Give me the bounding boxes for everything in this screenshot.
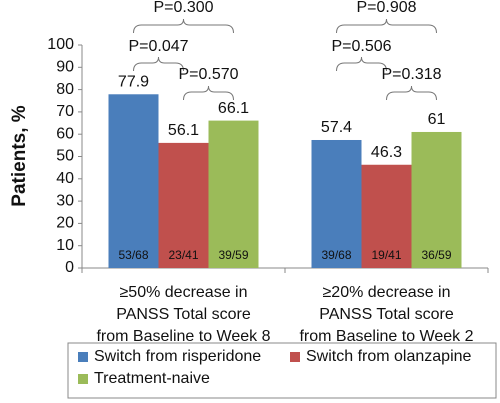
- y-tick-label: 40: [56, 170, 74, 187]
- value-label: 46.3: [371, 144, 402, 161]
- y-tick-label: 90: [56, 59, 74, 76]
- value-label: 56.1: [168, 122, 199, 139]
- y-tick-label: 80: [56, 81, 74, 98]
- p-value-label: P=0.318: [381, 66, 441, 83]
- legend-swatch: [290, 352, 300, 362]
- legend-label: Treatment-naive: [94, 370, 210, 387]
- y-axis-label: Patients, %: [9, 105, 30, 206]
- bracket: [386, 85, 437, 101]
- x-tick-label: PANSS Total score: [319, 306, 454, 323]
- p-value-label: P=0.570: [178, 66, 238, 83]
- p-value-label: P=0.908: [356, 0, 416, 16]
- x-tick-label: ≥50% decrease in: [120, 284, 248, 301]
- value-label: 61: [428, 111, 446, 128]
- bar: [208, 120, 259, 268]
- fraction-label: 39/68: [321, 248, 351, 262]
- legend-label: Switch from risperidone: [94, 348, 261, 365]
- bracket: [133, 18, 234, 34]
- y-tick-label: 70: [56, 103, 74, 120]
- p-value-label: P=0.047: [128, 38, 188, 55]
- bar: [311, 139, 362, 268]
- y-tick-label: 0: [65, 259, 74, 276]
- legend-swatch: [78, 352, 88, 362]
- value-label: 57.4: [321, 119, 352, 136]
- p-value-label: P=0.506: [331, 38, 391, 55]
- bracket: [336, 56, 387, 72]
- y-tick-label: 100: [47, 36, 74, 53]
- bar: [158, 142, 209, 268]
- legend-box: [67, 342, 497, 399]
- bracket: [183, 85, 234, 101]
- bar: [361, 164, 412, 268]
- legend-swatch: [78, 374, 88, 384]
- y-tick-label: 20: [56, 215, 74, 232]
- x-tick-label: from Baseline to Week 2: [299, 328, 473, 345]
- y-tick-label: 60: [56, 125, 74, 142]
- y-tick-label: 30: [56, 192, 74, 209]
- fraction-label: 53/68: [118, 248, 148, 262]
- value-label: 66.1: [218, 100, 249, 117]
- x-tick-label: from Baseline to Week 8: [96, 328, 270, 345]
- fraction-label: 39/59: [218, 248, 248, 262]
- bar: [411, 131, 462, 268]
- x-tick-label: PANSS Total score: [116, 306, 251, 323]
- y-tick-label: 50: [56, 148, 74, 165]
- bracket: [133, 56, 184, 72]
- fraction-label: 19/41: [371, 248, 401, 262]
- legend-label: Switch from olanzapine: [306, 348, 472, 365]
- fraction-label: 23/41: [168, 248, 198, 262]
- y-tick-label: 10: [56, 237, 74, 254]
- fraction-label: 36/59: [421, 248, 451, 262]
- value-label: 77.9: [118, 74, 149, 91]
- bar: [108, 94, 159, 269]
- bracket: [336, 18, 437, 34]
- x-tick-label: ≥20% decrease in: [323, 284, 451, 301]
- p-value-label: P=0.300: [153, 0, 213, 16]
